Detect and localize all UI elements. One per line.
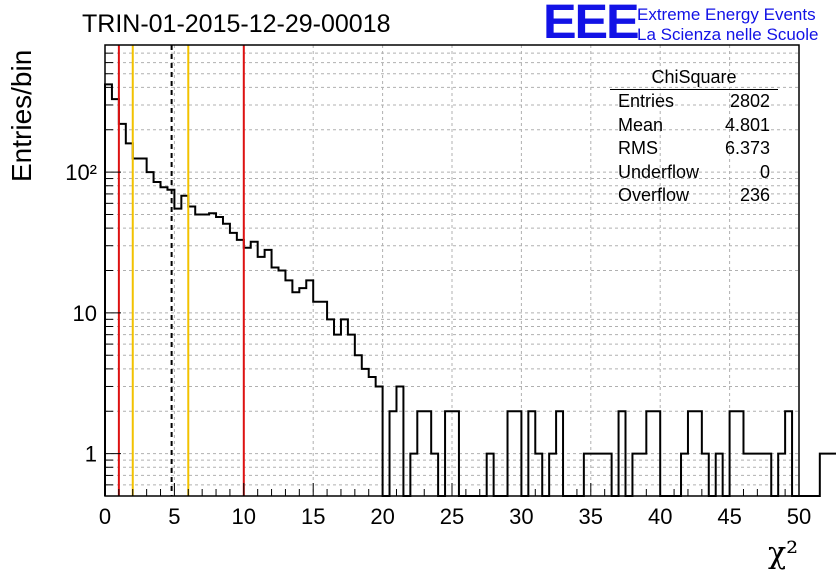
- y-tick-label: 1: [85, 442, 97, 467]
- x-tick-label: 50: [787, 504, 811, 529]
- stats-title: ChiSquare: [610, 66, 778, 90]
- logo-text-line1: Extreme Energy Events: [637, 5, 816, 24]
- stats-row-underflow: Underflow 0: [610, 161, 778, 185]
- x-tick-label: 40: [648, 504, 672, 529]
- stats-row-mean: Mean 4.801: [610, 114, 778, 138]
- stats-label: Overflow: [618, 185, 690, 206]
- stats-label: Mean: [618, 114, 664, 135]
- stats-value: 2802: [729, 91, 770, 111]
- stats-label: Entries: [618, 91, 675, 111]
- chart-title: TRIN-01-2015-12-29-00018: [82, 10, 391, 38]
- histogram-series: [104, 83, 836, 497]
- x-tick-label: 35: [579, 504, 603, 529]
- stats-value: 236: [739, 185, 770, 206]
- stats-row-entries: Entries 2802: [610, 90, 778, 114]
- y-axis-label: Entries/bin: [6, 49, 37, 182]
- x-tick-label: 45: [717, 504, 741, 529]
- stats-value: 0: [759, 161, 770, 182]
- stats-row-rms: RMS 6.373: [610, 137, 778, 161]
- x-tick-label: 30: [509, 504, 533, 529]
- x-axis-label: χ²: [768, 536, 799, 571]
- eee-logo: EEE Extreme Energy Events La Scienza nel…: [543, 0, 833, 49]
- stats-value: 4.801: [724, 114, 770, 135]
- x-tick-label: 25: [440, 504, 464, 529]
- eee-logo-mark: EEE: [543, 0, 640, 49]
- logo-text-line2: La Scienza nelle Scuole: [637, 25, 819, 44]
- stats-box: ChiSquare Entries 2802 Mean 4.801 RMS 6.…: [610, 66, 778, 208]
- x-tick-label: 15: [301, 504, 325, 529]
- x-tick-label: 10: [232, 504, 256, 529]
- y-tick-label: 10²: [65, 160, 97, 185]
- x-tick-label: 20: [370, 504, 394, 529]
- stats-row-overflow: Overflow 236: [610, 184, 778, 208]
- stats-value: 6.373: [724, 138, 770, 159]
- y-tick-label: 10: [73, 301, 97, 326]
- stats-label: Underflow: [618, 161, 700, 182]
- x-tick-label: 5: [168, 504, 180, 529]
- x-tick-label: 0: [99, 504, 111, 529]
- stats-label: RMS: [618, 138, 658, 159]
